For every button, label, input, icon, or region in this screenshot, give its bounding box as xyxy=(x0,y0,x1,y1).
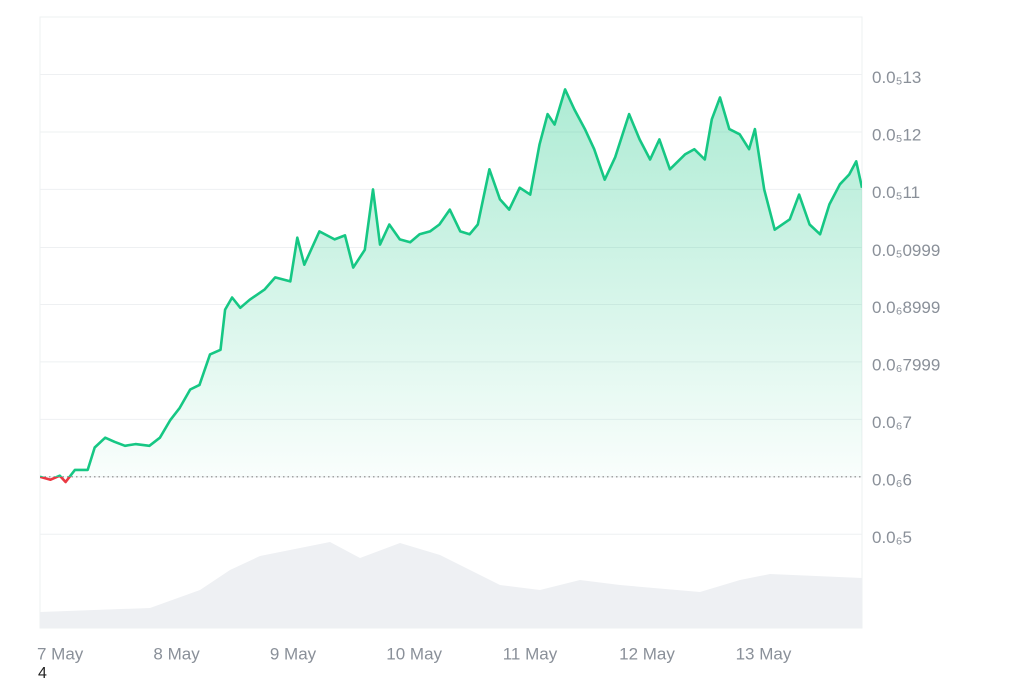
plot xyxy=(40,88,862,484)
y-tick-label: 0.0₅13 xyxy=(872,68,921,87)
x-tick-label: 12 May xyxy=(619,644,675,663)
price-line xyxy=(40,88,862,477)
y-tick-label: 0.0₅0999 xyxy=(872,241,940,260)
y-tick-label: 0.0₆7 xyxy=(872,413,912,432)
x-tick-label: 8 May xyxy=(153,644,200,663)
x-tick-label: 13 May xyxy=(736,644,792,663)
footnote: 4 xyxy=(38,665,47,682)
volume-area xyxy=(40,542,862,628)
y-tick-label: 0.0₅11 xyxy=(872,183,920,202)
x-tick-label: 7 May xyxy=(37,644,84,663)
price-area xyxy=(40,89,862,477)
y-tick-label: 0.0₆5 xyxy=(872,528,912,547)
x-tick-label: 10 May xyxy=(386,644,442,663)
y-tick-label: 0.0₅12 xyxy=(872,125,921,144)
x-tick-label: 11 May xyxy=(503,644,558,663)
y-tick-label: 0.0₆8999 xyxy=(872,298,940,317)
y-tick-label: 0.0₆6 xyxy=(872,470,912,489)
y-tick-label: 0.0₆7999 xyxy=(872,355,940,374)
x-tick-label: 9 May xyxy=(270,644,317,663)
